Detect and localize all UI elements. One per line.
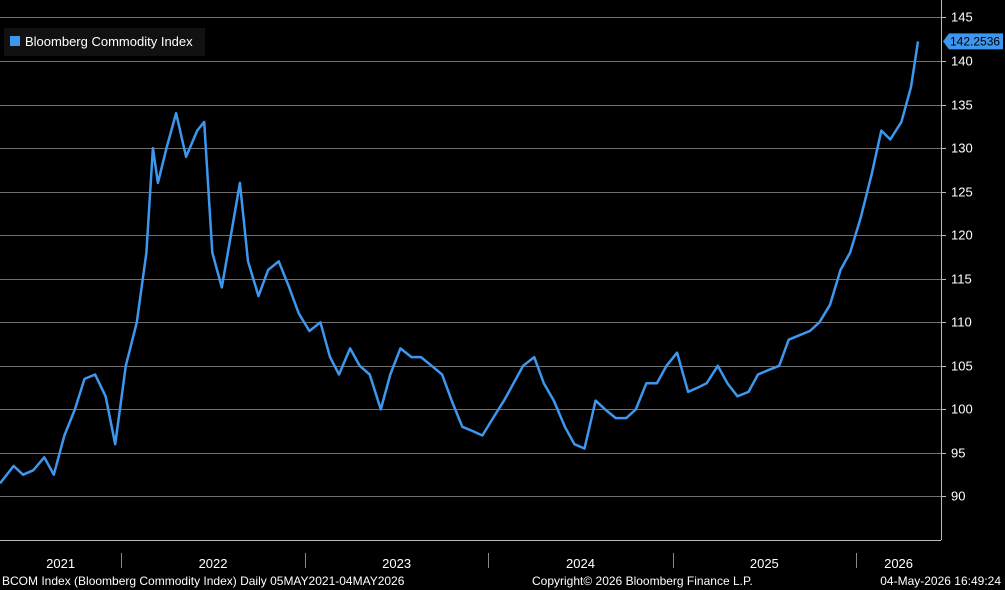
y-tick-label: 125: [951, 185, 973, 200]
y-tick-label: 100: [951, 402, 973, 417]
legend-swatch: [10, 36, 20, 46]
year-separators: [121, 553, 857, 568]
series-layer: [0, 41, 920, 485]
y-tick-label: 145: [951, 10, 973, 25]
y-axis: 90 95 100 105 110 115 120 125 130 135 140 145: [941, 10, 973, 504]
y-tick-label: 95: [951, 446, 965, 461]
x-tick-label: 2026: [884, 556, 913, 571]
y-tick-label: 130: [951, 141, 973, 156]
x-tick-label: 2021: [46, 556, 75, 571]
x-tick-label: 2024: [566, 556, 595, 571]
y-tick-label: 90: [951, 489, 965, 504]
legend-box: [4, 28, 205, 56]
gridlines: [0, 17, 941, 497]
y-tick-label: 115: [951, 272, 972, 287]
last-value-label: 142.2536: [950, 34, 1000, 48]
legend: Bloomberg Commodity Index: [4, 28, 205, 56]
footer-copyright: Copyright© 2026 Bloomberg Finance L.P.: [532, 574, 753, 588]
y-tick-label: 120: [951, 228, 973, 243]
y-tick-label: 105: [951, 359, 973, 374]
y-tick-label: 110: [951, 315, 972, 330]
x-tick-label: 2025: [750, 556, 779, 571]
footer-security-description: BCOM Index (Bloomberg Commodity Index) D…: [2, 574, 405, 588]
x-tick-label: 2022: [199, 556, 228, 571]
y-tick-label: 140: [951, 54, 973, 69]
series-line: [0, 41, 920, 485]
x-tick-label: 2023: [382, 556, 411, 571]
y-tick-label: 135: [951, 98, 973, 113]
last-value-tag: [943, 33, 1003, 50]
footer: BCOM Index (Bloomberg Commodity Index) D…: [0, 572, 1005, 590]
x-axis: 2021 2022 2023 2024 2025 2026: [46, 556, 913, 571]
plot-background: [0, 0, 941, 540]
last-value-marker: 142.2536: [943, 33, 1003, 50]
legend-label: Bloomberg Commodity Index: [25, 34, 193, 49]
footer-timestamp: 04-May-2026 16:49:24: [880, 574, 1001, 588]
